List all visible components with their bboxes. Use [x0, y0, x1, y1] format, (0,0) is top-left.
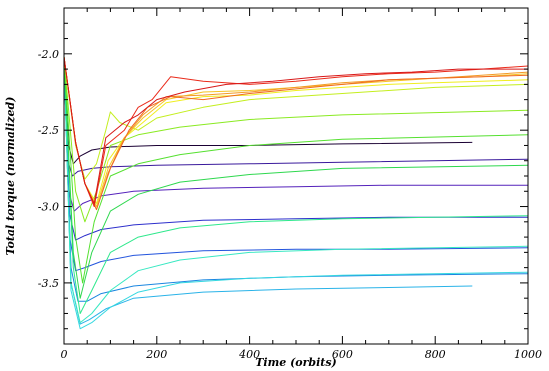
series-line-14: [63, 56, 529, 180]
y-tick-label: -2.0: [38, 48, 59, 61]
series-line-3: [63, 56, 528, 212]
plot-frame: [63, 7, 529, 345]
series-line-10: [63, 56, 529, 314]
x-tick-label: 1000: [514, 348, 542, 361]
series-line-4: [63, 56, 528, 241]
series-line-9: [63, 56, 529, 324]
series-line-6: [63, 56, 529, 302]
ticks-layer: 0 200 400 600 800 1000 -3.5 -3.0 -2.5 -2.0: [38, 7, 542, 361]
y-tick-label: -3.5: [38, 277, 59, 290]
series-line-8: [63, 56, 529, 330]
x-tick-label: 600: [332, 348, 353, 361]
series-layer: [63, 56, 529, 330]
x-tick-label: 0: [61, 348, 68, 361]
x-tick-label: 400: [238, 348, 260, 361]
y-tick-label: -2.5: [38, 124, 59, 137]
series-line-11: [63, 56, 529, 299]
y-axis-title: Total torque (normalized): [4, 97, 17, 256]
y-tick-label: -3.0: [38, 201, 59, 214]
series-line-20: [63, 56, 528, 204]
series-line-7: [63, 56, 473, 325]
x-tick-label: 800: [425, 348, 446, 361]
x-tick-label: 200: [145, 348, 167, 361]
series-line-19: [63, 56, 529, 207]
series-line-15: [63, 56, 529, 204]
x-axis-title: Time (orbits): [255, 356, 337, 369]
series-line-12: [63, 56, 529, 284]
series-line-2: [63, 56, 529, 177]
